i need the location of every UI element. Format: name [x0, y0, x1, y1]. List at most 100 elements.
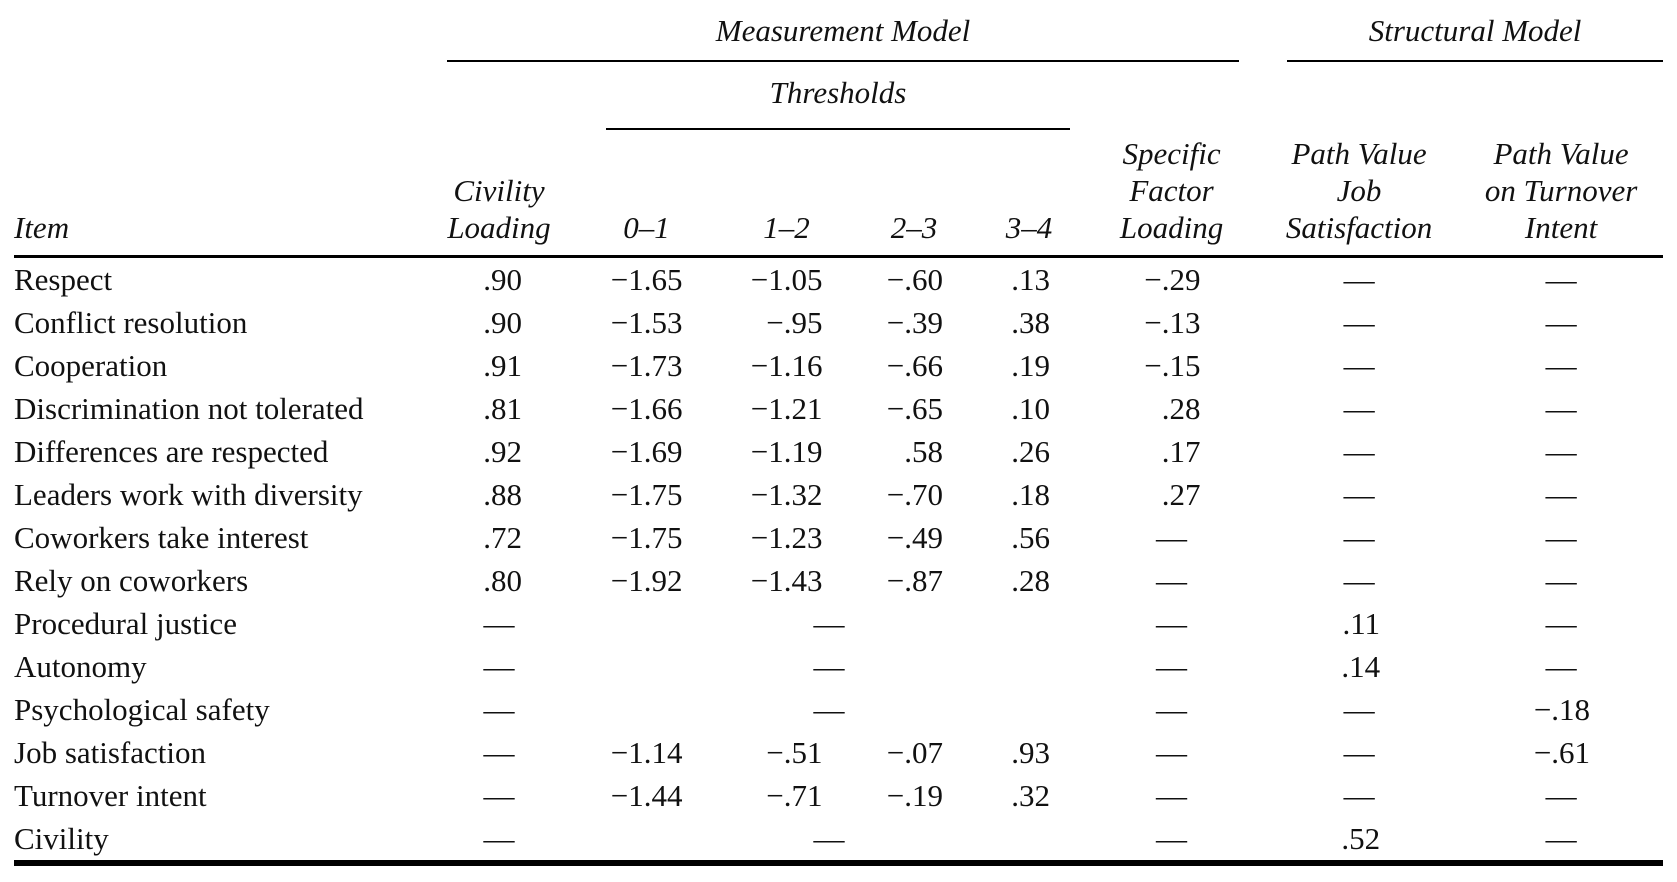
- structural-model-group-header: Structural Model: [1287, 6, 1664, 62]
- cell-threshold-1-2: −.71: [766, 777, 823, 813]
- cell-threshold-3-4: .26: [1011, 433, 1050, 469]
- table-row: Procedural justice — — — .11 —: [14, 602, 1663, 645]
- cell-threshold-1-2: −1.23: [750, 519, 823, 555]
- group-header-spacer: [14, 6, 424, 64]
- cell-civility-loading: .80: [483, 562, 522, 598]
- cell-threshold-2-3: −.87: [886, 562, 943, 598]
- cell-civility-loading: .90: [483, 261, 522, 297]
- cell-path-value-job-satisfaction: —: [1343, 691, 1375, 727]
- cell-threshold-1-2: −1.32: [750, 476, 823, 512]
- cell-path-value-turnover-intent: —: [1545, 304, 1577, 340]
- cell-threshold-1-2: −1.05: [750, 261, 823, 297]
- table-row: Psychological safety — — — — −.18: [14, 688, 1663, 731]
- cell-item: Differences are respected: [14, 433, 329, 469]
- cell-item: Procedural justice: [14, 605, 237, 641]
- cell-specific-factor-loading: —: [1156, 519, 1188, 555]
- cell-threshold-0-1: −1.44: [610, 777, 683, 813]
- cell-specific-factor-loading: .17: [1161, 433, 1201, 469]
- cell-threshold-0-1: −1.69: [610, 433, 683, 469]
- cell-path-value-turnover-intent: —: [1545, 519, 1577, 555]
- cell-civility-loading: .91: [483, 347, 522, 383]
- cell-specific-factor-loading: −.29: [1144, 261, 1201, 297]
- measurement-model-label: Measurement Model: [715, 13, 971, 48]
- cell-path-value-job-satisfaction: .52: [1259, 816, 1460, 866]
- cell-specific-factor-loading: —: [1156, 605, 1188, 641]
- cell-item: Leaders work with diversity: [14, 476, 363, 512]
- cell-threshold-0-1: −1.75: [610, 519, 683, 555]
- cell-path-value-job-satisfaction: —: [1343, 390, 1375, 426]
- cell-civility-loading: —: [483, 734, 515, 770]
- cell-threshold-2-3: −.07: [886, 734, 943, 770]
- cell-specific-factor-loading: —: [1156, 734, 1188, 770]
- cell-path-value-turnover-intent: —: [1545, 390, 1577, 426]
- cell-path-value-turnover-intent: −.61: [1533, 734, 1591, 770]
- cell-threshold-0-1: −1.65: [610, 261, 683, 297]
- cell-path-value-job-satisfaction: —: [1343, 304, 1375, 340]
- table-row: Turnover intent — −1.44 −.71 −.19 .32 — …: [14, 774, 1663, 817]
- cell-path-value-job-satisfaction: .14: [1341, 648, 1381, 684]
- cell-threshold-2-3: −.65: [886, 390, 943, 426]
- cell-threshold-3-4: .10: [1011, 390, 1050, 426]
- cell-threshold-0-1: −1.75: [610, 476, 683, 512]
- cell-threshold-3-4: .18: [1011, 476, 1050, 512]
- measurement-model-group-header: Measurement Model: [447, 6, 1240, 62]
- cell-specific-factor-loading: —: [1156, 562, 1188, 598]
- thresholds-group-header: Thresholds: [606, 64, 1070, 130]
- cell-threshold-2-3: −.19: [886, 777, 943, 813]
- cell-threshold-2-3: −.70: [886, 476, 943, 512]
- column-header-threshold-2-3: 2–3: [854, 132, 974, 258]
- cell-threshold-0-1: −1.73: [610, 347, 683, 383]
- cell-civility-loading: —: [483, 691, 515, 727]
- table-row: Cooperation .91 −1.73 −1.16 −.66 .19 −.1…: [14, 344, 1663, 387]
- cell-path-value-turnover-intent: —: [1545, 347, 1577, 383]
- cell-threshold-3-4: .93: [1011, 734, 1050, 770]
- structural-model-label: Structural Model: [1368, 13, 1582, 48]
- cell-threshold-2-3: −.49: [886, 519, 943, 555]
- cell-item: Civility: [14, 816, 424, 866]
- cell-threshold-3-4: .38: [1011, 304, 1050, 340]
- table-row: Coworkers take interest .72 −1.75 −1.23 …: [14, 516, 1663, 559]
- column-header-civility-loading: Civility Loading: [424, 132, 574, 258]
- column-header-path-value-turnover-intent: Path Value on Turnover Intent: [1459, 132, 1664, 258]
- cell-threshold-1-2: −.95: [766, 304, 823, 340]
- cell-threshold-1-2: −1.19: [750, 433, 823, 469]
- cell-path-value-job-satisfaction: —: [1343, 261, 1375, 297]
- cell-specific-factor-loading: .27: [1161, 476, 1201, 512]
- cell-path-value-turnover-intent: —: [1545, 562, 1577, 598]
- cell-item: Job satisfaction: [14, 734, 206, 770]
- paper-results-table: Measurement Model Structural Model Thres…: [14, 6, 1664, 866]
- cell-path-value-turnover-intent: −.18: [1533, 691, 1591, 727]
- cell-specific-factor-loading: −.15: [1144, 347, 1201, 383]
- cell-civility-loading: —: [483, 777, 515, 813]
- cell-threshold-1-2: −1.43: [750, 562, 823, 598]
- cell-item: Conflict resolution: [14, 304, 248, 340]
- column-header-row: Item Civility Loading 0–1 1–2 2–3 3–4 Sp…: [14, 132, 1664, 258]
- cell-path-value-turnover-intent: —: [1545, 261, 1577, 297]
- cell-path-value-turnover-intent: —: [1545, 433, 1577, 469]
- cell-item: Respect: [14, 261, 113, 297]
- cell-threshold-3-4: .13: [1011, 261, 1050, 297]
- cell-threshold-2-3: −.66: [886, 347, 943, 383]
- cell-thresholds-span: —: [813, 605, 845, 641]
- cell-thresholds-span: —: [813, 691, 845, 727]
- column-header-path-value-job-satisfaction: Path Value Job Satisfaction: [1259, 132, 1460, 258]
- cell-civility-loading: .90: [483, 304, 522, 340]
- table-row: Conflict resolution .90 −1.53 −.95 −.39 …: [14, 301, 1663, 344]
- cell-specific-factor-loading: .28: [1161, 390, 1201, 426]
- cell-path-value-turnover-intent: —: [1545, 476, 1577, 512]
- cell-civility-loading: —: [483, 605, 515, 641]
- cell-item: Discrimination not tolerated: [14, 390, 364, 426]
- cell-specific-factor-loading: —: [1156, 648, 1188, 684]
- cell-threshold-0-1: −1.14: [610, 734, 683, 770]
- table-row: Discrimination not tolerated .81 −1.66 −…: [14, 387, 1663, 430]
- table-row: Leaders work with diversity .88 −1.75 −1…: [14, 473, 1663, 516]
- cell-threshold-1-2: −.51: [766, 734, 823, 770]
- cell-path-value-job-satisfaction: —: [1343, 562, 1375, 598]
- thresholds-label: Thresholds: [769, 75, 907, 110]
- cell-path-value-job-satisfaction: —: [1343, 519, 1375, 555]
- thresholds-header-row: Thresholds: [14, 64, 1663, 132]
- cell-path-value-job-satisfaction: —: [1343, 734, 1375, 770]
- cell-threshold-3-4: .19: [1011, 347, 1050, 383]
- cell-path-value-turnover-intent: —: [1545, 777, 1577, 813]
- cell-civility-loading: .81: [483, 390, 522, 426]
